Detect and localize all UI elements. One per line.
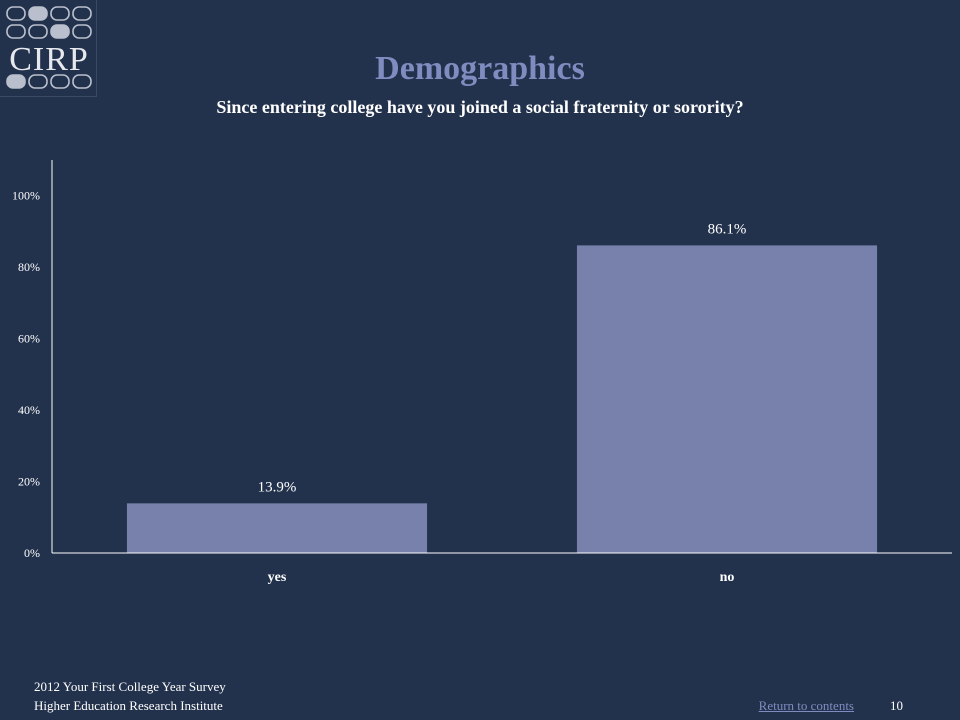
chart-question: Since entering college have you joined a…: [216, 97, 744, 117]
y-tick-label: 40%: [18, 403, 40, 417]
survey-name: 2012 Your First College Year Survey: [34, 679, 226, 694]
x-category-label: yes: [268, 570, 287, 585]
bar-no: [576, 245, 878, 553]
y-tick-label: 60%: [18, 332, 40, 346]
page-title: Demographics: [375, 50, 585, 87]
data-label-yes: 13.9%: [258, 479, 297, 495]
data-label-no: 86.1%: [708, 221, 747, 237]
return-to-contents-link[interactable]: Return to contents: [758, 698, 854, 713]
y-axis-ticks: 0% 20% 40% 60% 80% 100%: [12, 189, 40, 560]
bars: 13.9% 86.1%: [126, 221, 878, 553]
y-tick-label: 80%: [18, 260, 40, 274]
cirp-logo: CIRP: [0, 0, 97, 97]
logo-text: CIRP: [9, 41, 89, 78]
institute-name: Higher Education Research Institute: [34, 698, 223, 713]
y-tick-label: 0%: [24, 546, 40, 560]
page-number: 10: [890, 698, 903, 713]
bar-chart: 0% 20% 40% 60% 80% 100% 13.9% 86.1% yes no: [12, 160, 952, 585]
y-tick-label: 100%: [12, 189, 40, 203]
x-category-label: no: [720, 570, 735, 585]
cirp-logo-icon: CIRP: [6, 6, 92, 89]
bar-yes: [126, 503, 428, 553]
x-axis-labels: yes no: [268, 570, 735, 585]
y-tick-label: 20%: [18, 475, 40, 489]
